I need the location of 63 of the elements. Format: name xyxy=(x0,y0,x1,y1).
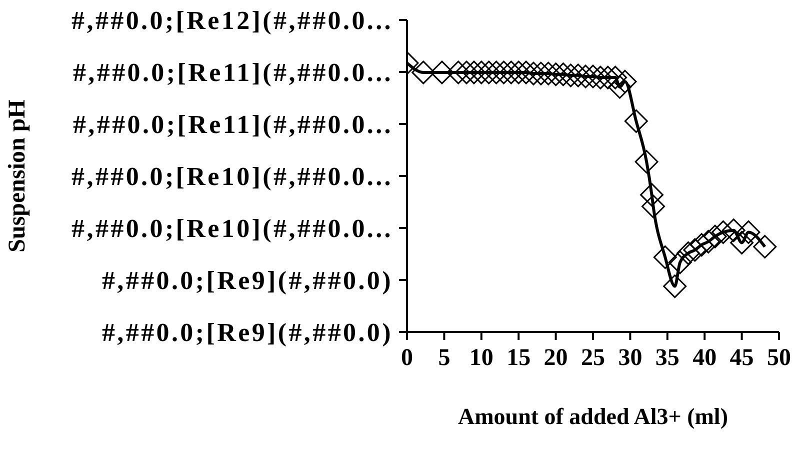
text: #,##0.0;[Re10](#,##0.0... xyxy=(72,162,393,192)
point xyxy=(663,274,687,298)
point xyxy=(430,60,454,84)
point xyxy=(477,60,501,84)
text: #,##0.0;[Re9](#,##0.0) xyxy=(102,266,393,296)
text: #,##0.0;[Re10](#,##0.0... xyxy=(72,214,393,244)
point xyxy=(492,60,516,84)
point xyxy=(446,60,470,84)
point xyxy=(551,62,575,86)
point xyxy=(544,62,568,86)
x-tick-label: 25 xyxy=(581,345,605,372)
point xyxy=(711,220,735,244)
text: #,##0.0;[Re11](#,##0.0... xyxy=(72,110,393,140)
point xyxy=(690,233,714,257)
point xyxy=(596,66,620,90)
x-tick-label: 45 xyxy=(730,345,754,372)
point xyxy=(581,64,605,88)
point xyxy=(624,109,648,133)
point xyxy=(722,218,746,242)
point xyxy=(484,60,508,84)
point xyxy=(604,66,628,90)
point xyxy=(730,230,754,254)
text: #,##0.0;[Re11](#,##0.0... xyxy=(72,58,393,88)
point xyxy=(676,241,700,265)
point xyxy=(608,75,632,99)
x-axis-title: Amount of added Al3+ (ml) xyxy=(458,404,728,429)
point xyxy=(634,150,658,174)
point xyxy=(529,62,553,86)
x-tick-label: 40 xyxy=(692,345,717,372)
point xyxy=(470,60,494,84)
x-tick-label: 30 xyxy=(618,345,642,372)
text: #,##0.0;[Re12](#,##0.0... xyxy=(72,6,393,36)
x-tick-label: 35 xyxy=(655,345,680,372)
point xyxy=(696,230,720,254)
x-tick-label: 10 xyxy=(469,345,494,372)
point xyxy=(558,64,582,88)
point xyxy=(683,238,707,262)
point xyxy=(462,60,486,84)
text: Suspension pH xyxy=(4,99,31,252)
x-tick-label: 0 xyxy=(401,345,413,372)
point xyxy=(522,62,546,86)
point xyxy=(536,62,560,86)
x-tick-label: 20 xyxy=(544,345,568,372)
point xyxy=(613,70,637,94)
point xyxy=(412,60,436,84)
point xyxy=(642,194,666,218)
point xyxy=(506,60,530,84)
point xyxy=(668,250,692,274)
point xyxy=(640,183,664,207)
point xyxy=(574,64,598,88)
point xyxy=(499,60,523,84)
point xyxy=(653,245,677,269)
x-tick-label: 15 xyxy=(506,345,531,372)
text: #,##0.0;[Re9](#,##0.0) xyxy=(102,318,393,348)
point xyxy=(514,60,538,84)
x-tick-label: 50 xyxy=(767,345,791,372)
point xyxy=(454,60,478,84)
x-tick-label: 5 xyxy=(438,345,450,372)
point xyxy=(753,234,777,258)
point xyxy=(703,224,727,248)
point xyxy=(588,66,612,90)
point xyxy=(566,64,590,88)
point xyxy=(736,220,760,244)
